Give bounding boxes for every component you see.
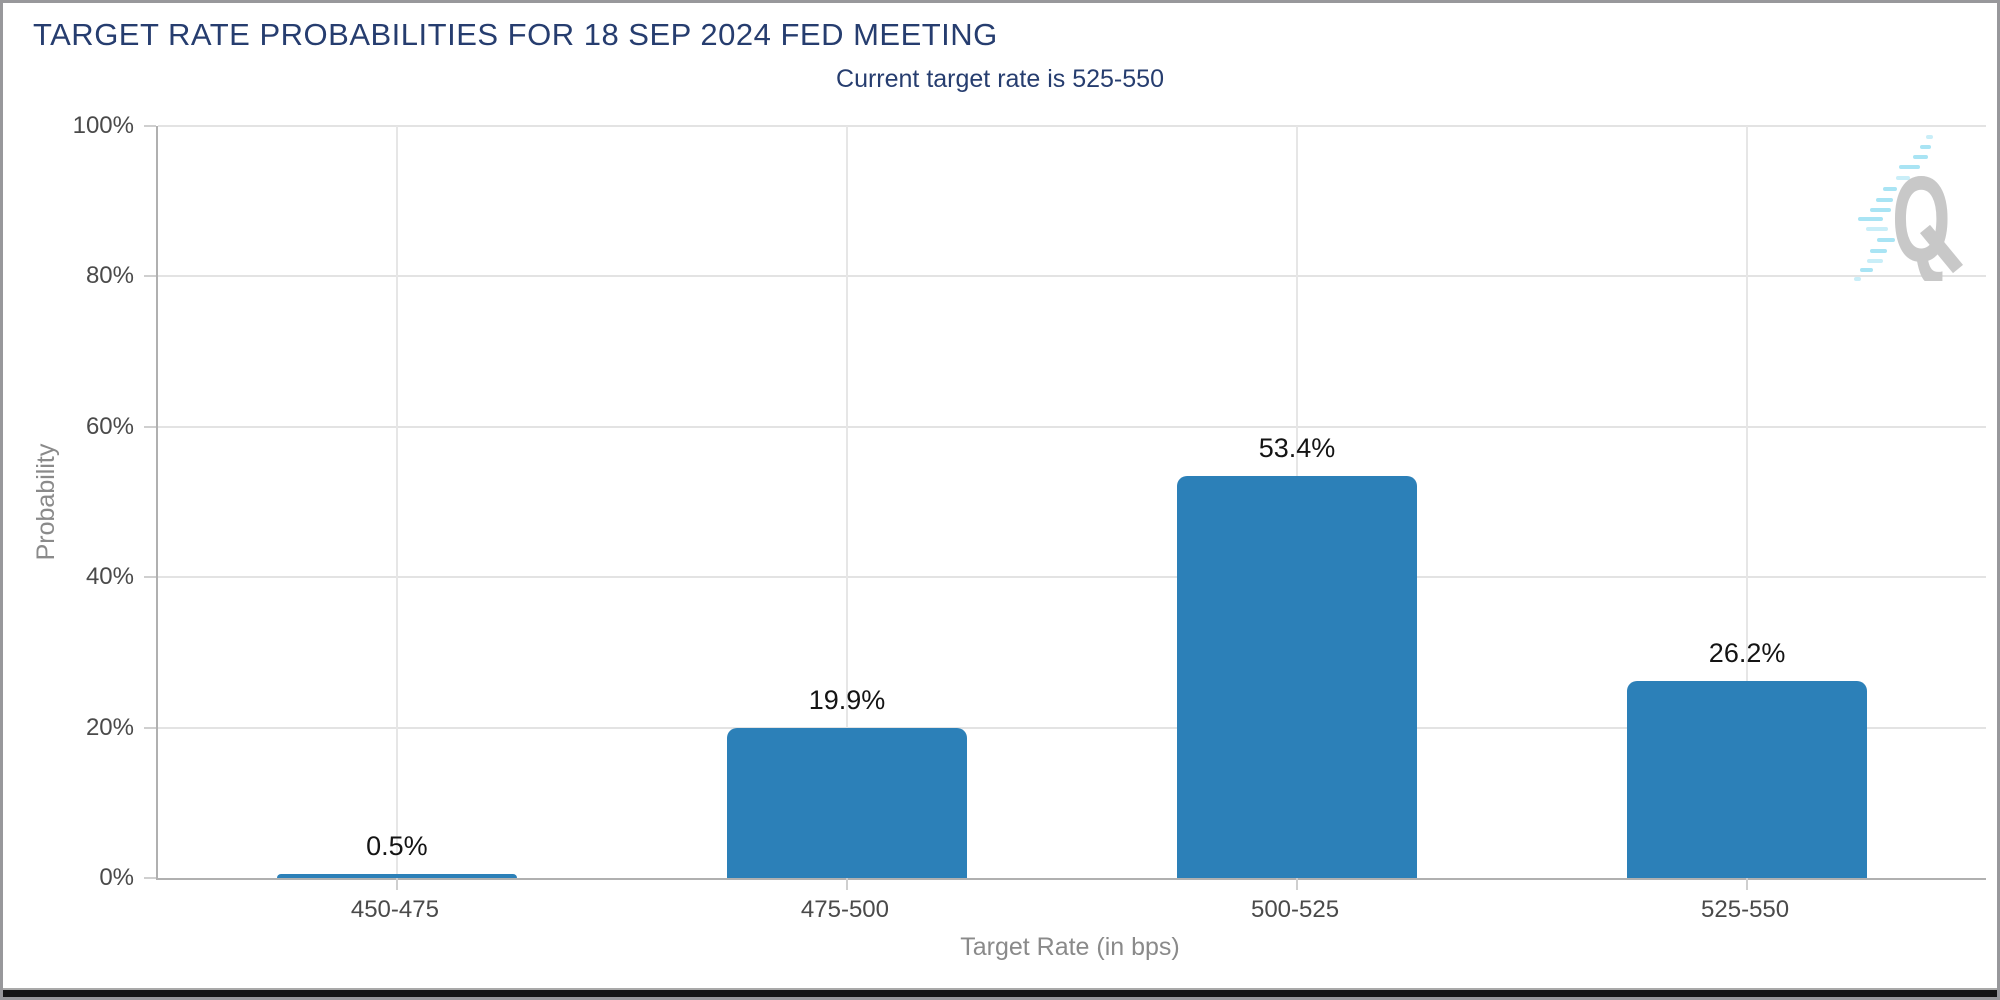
- y-tick-label-20: 20%: [85, 713, 134, 741]
- x-axis-title: Target Rate (in bps): [960, 933, 1180, 961]
- bar-value-label-525-550: 26.2%: [1708, 637, 1786, 668]
- bar-value-label-450-475: 0.5%: [366, 831, 428, 862]
- page-title: TARGET RATE PROBABILITIES FOR 18 SEP 202…: [33, 17, 998, 52]
- y-tickmark-0: [144, 877, 156, 879]
- bottom-edge-bar: [3, 988, 1997, 997]
- x-tick-label-475-500: 475-500: [800, 896, 889, 923]
- y-tickmark-100: [144, 125, 156, 127]
- x-tick-label-525-550: 525-550: [1701, 896, 1790, 923]
- chart-subtitle: Current target rate is 525-550: [836, 65, 1164, 93]
- gridline-y-20: [158, 726, 1986, 729]
- y-tick-label-60: 60%: [85, 412, 134, 440]
- y-tick-label-80: 80%: [85, 262, 134, 290]
- y-tick-label-100: 100%: [72, 112, 134, 139]
- y-tickmark-80: [144, 275, 156, 278]
- x-tickmark-450-475: [395, 878, 398, 890]
- bar-450-475[interactable]: [276, 874, 517, 878]
- bar-500-525[interactable]: [1177, 476, 1418, 878]
- gridline-y-60: [158, 425, 1986, 428]
- plot-area: 0.5% 19.9% 53.4% 26.2%: [144, 125, 1986, 890]
- gridline-y-40: [158, 576, 1986, 579]
- bar-value-label-475-500: 19.9%: [808, 685, 886, 716]
- bar-value-label-500-525: 53.4%: [1258, 433, 1336, 464]
- x-tick-label-500-525: 500-525: [1250, 896, 1340, 923]
- y-tick-label-0: 0%: [99, 864, 134, 891]
- x-tickmark-525-550: [1746, 878, 1749, 890]
- gridline-x-525-550: [1746, 126, 1749, 878]
- y-axis-labels: 100% 80% 60% 40% 20% 0%: [3, 112, 148, 891]
- x-tickmark-475-500: [845, 878, 848, 890]
- y-tickmark-60: [144, 425, 156, 428]
- y-tickmark-20: [144, 726, 156, 729]
- y-tickmark-40: [144, 576, 156, 579]
- y-tick-label-40: 40%: [85, 563, 134, 591]
- gridline-y-100: [158, 125, 1986, 127]
- bar-525-550[interactable]: [1627, 680, 1868, 878]
- x-tickmark-500-525: [1296, 878, 1299, 890]
- x-axis-labels: 450-475 475-500 500-525 525-550: [156, 896, 1984, 930]
- gridline-x-475-500: [845, 126, 848, 878]
- gridline-y-80: [158, 275, 1986, 278]
- x-tick-label-450-475: 450-475: [350, 896, 439, 923]
- y-axis-title: Probability: [32, 443, 60, 561]
- gridline-x-450-475: [395, 126, 398, 878]
- bar-475-500[interactable]: [726, 728, 967, 878]
